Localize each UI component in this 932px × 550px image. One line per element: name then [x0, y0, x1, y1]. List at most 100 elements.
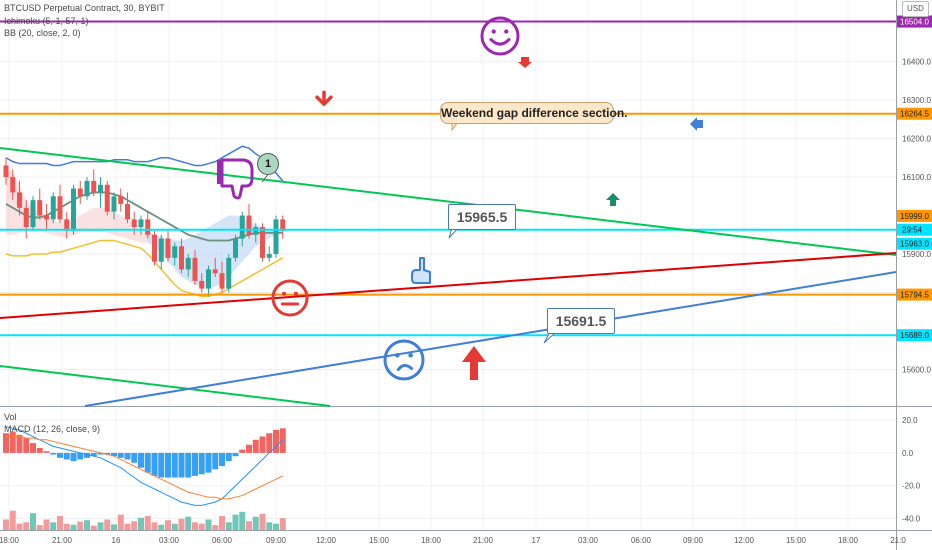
time-tick-label: 03:00	[159, 536, 180, 545]
macd-histogram-bar	[117, 452, 124, 458]
macd-histogram-bar	[192, 452, 198, 476]
red-up-arrow-icon	[462, 346, 486, 380]
sad-face-icon-eye	[408, 352, 413, 358]
candle-body	[111, 196, 117, 212]
green-trendline-upper	[0, 147, 897, 256]
macd-legend: MACD (12, 26, close, 9)	[4, 424, 101, 434]
price-level-label: 16504.0	[900, 18, 929, 27]
macd-tick-label: 20.0	[902, 416, 918, 425]
macd-histogram-bar	[239, 449, 246, 453]
macd-histogram-bar	[151, 452, 158, 476]
macd-histogram-bar	[171, 452, 178, 478]
happy-face-icon-mouth	[489, 38, 511, 46]
candle-body	[98, 184, 103, 193]
countdown-label: 29:54	[902, 226, 923, 235]
macd-histogram-bar	[225, 452, 232, 462]
macd-histogram-bar	[165, 452, 171, 478]
time-tick-label: 09:00	[683, 536, 704, 545]
volume-bar	[104, 519, 111, 530]
macd-histogram-bar	[273, 429, 279, 453]
lower-band-line	[5, 239, 284, 298]
volume-bar	[151, 522, 158, 530]
macd-histogram-bar	[279, 428, 286, 453]
candle-body	[206, 269, 211, 289]
price-level-label: 15999.0	[900, 212, 929, 221]
sad-face-icon	[383, 339, 425, 381]
price-level-label: 15963.0	[900, 240, 929, 249]
volume-bar	[212, 525, 219, 530]
volume-bar	[252, 516, 259, 530]
volume-bar	[171, 523, 178, 530]
volume-bar	[43, 519, 50, 530]
price-level-tag	[897, 107, 932, 120]
price-level-label: 15689.0	[900, 331, 929, 340]
green-trendline-lower	[0, 365, 331, 407]
price-callout-15691: 15691.5	[547, 308, 615, 334]
volume-bar	[279, 518, 286, 530]
bollinger-legend: BB (20, close, 2, 0)	[4, 28, 81, 38]
volume-bar	[16, 523, 23, 530]
candle-body	[17, 192, 22, 208]
number-badge: 1	[257, 153, 279, 175]
time-tick-label: 16	[112, 536, 121, 545]
time-tick-label: 21:00	[52, 536, 73, 545]
macd-histogram-bar	[246, 444, 252, 453]
volume-bar	[225, 522, 232, 530]
time-tick-label: 15:00	[786, 536, 807, 545]
macd-histogram-bar	[23, 438, 30, 453]
time-tick-label: 18:00	[0, 536, 20, 545]
volume-bar	[70, 524, 77, 530]
macd-histogram-bar	[50, 452, 57, 455]
macd-line	[5, 426, 284, 506]
price-level-label: 15794.5	[900, 291, 929, 300]
time-tick-label: 21:0	[890, 536, 906, 545]
candle-body	[44, 215, 49, 220]
candle-body	[3, 165, 9, 178]
price-level-tag	[897, 15, 932, 28]
macd-histogram-bar	[266, 433, 273, 453]
candle-body	[266, 253, 272, 258]
volume-bar	[246, 521, 252, 530]
candle-body	[212, 269, 218, 274]
candle-body	[131, 219, 137, 228]
volume-bar	[3, 519, 9, 530]
time-tick-label: 09:00	[266, 536, 287, 545]
neutral-face-icon-eye	[282, 291, 287, 296]
volume-bar	[97, 522, 104, 530]
price-tick-label: 16200.0	[902, 135, 931, 144]
candle-body	[239, 215, 245, 239]
macd-histogram-bar	[124, 452, 131, 460]
countdown-tag	[897, 223, 932, 236]
price-level-tag	[897, 329, 932, 342]
price-level-tag	[897, 237, 932, 250]
candle-body	[104, 184, 110, 212]
volume-bar	[192, 522, 198, 530]
ichimoku-cloud-bearish	[6, 165, 148, 243]
weekend-gap-callout: Weekend gap difference section.	[440, 102, 628, 124]
time-tick-label: 21:00	[473, 536, 494, 545]
time-tick-label: 18:00	[838, 536, 859, 545]
volume-bar	[158, 524, 165, 530]
candle-body	[273, 219, 279, 254]
price-tick-label: 15600.0	[902, 365, 931, 374]
price-level-label: 16264.5	[900, 110, 929, 119]
macd-histogram-bar	[43, 451, 50, 453]
volume-bar	[219, 516, 225, 530]
macd-histogram-bar	[104, 452, 111, 455]
candle-body	[233, 238, 238, 258]
candle-body	[165, 238, 171, 258]
candle-body	[260, 227, 265, 258]
macd-histogram-bar	[185, 452, 192, 478]
sad-face-icon-mouth	[396, 363, 414, 371]
candle-body	[152, 234, 157, 262]
currency-button[interactable]: USD	[902, 1, 929, 17]
volume-bar	[30, 513, 36, 530]
macd-histogram-bar	[36, 448, 43, 453]
macd-histogram-bar	[57, 452, 63, 458]
volume-bar	[84, 520, 90, 530]
macd-histogram-bar	[70, 452, 77, 462]
macd-tick-label: 0.0	[902, 449, 914, 458]
candle-body	[253, 227, 259, 235]
macd-histogram-bar	[97, 452, 104, 455]
